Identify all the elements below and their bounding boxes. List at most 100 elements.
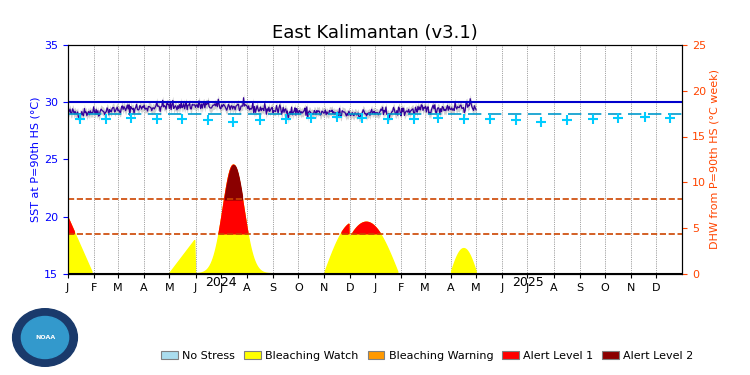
Bar: [104, 273, 106, 279]
Bar: [413, 273, 414, 279]
Bar: [229, 273, 230, 279]
Bar: [457, 273, 458, 279]
Bar: [100, 273, 101, 279]
Bar: [278, 273, 279, 279]
Bar: [156, 273, 157, 279]
Bar: [120, 273, 121, 279]
Bar: [137, 273, 138, 279]
Bar: [592, 273, 593, 279]
Bar: [519, 273, 520, 279]
Bar: [648, 273, 649, 279]
Bar: [313, 273, 314, 279]
Bar: [243, 273, 244, 279]
Bar: [636, 273, 637, 279]
Bar: [439, 273, 440, 279]
Bar: [518, 273, 519, 279]
Bar: [646, 273, 647, 279]
Bar: [488, 273, 489, 279]
Bar: [657, 273, 658, 279]
Bar: [190, 273, 191, 279]
Bar: [144, 273, 145, 279]
Bar: [310, 273, 311, 279]
Bar: [511, 273, 512, 279]
Bar: [83, 273, 84, 279]
Bar: [571, 273, 572, 279]
Bar: [539, 273, 540, 279]
Bar: [242, 273, 243, 279]
Bar: [496, 273, 497, 279]
Bar: [255, 273, 257, 279]
Bar: [555, 273, 556, 279]
Bar: [192, 273, 193, 279]
Bar: [416, 273, 417, 279]
Bar: [248, 273, 249, 279]
Bar: [615, 273, 616, 279]
Bar: [630, 273, 631, 279]
Bar: [453, 273, 454, 279]
Bar: [424, 273, 425, 279]
Bar: [216, 273, 217, 279]
Bar: [408, 273, 409, 279]
Bar: [494, 273, 495, 279]
Bar: [527, 273, 528, 279]
Bar: [622, 273, 623, 279]
Bar: [158, 273, 159, 279]
Bar: [264, 273, 265, 279]
Bar: [435, 273, 436, 279]
Y-axis label: SST at P=90th HS (°C): SST at P=90th HS (°C): [31, 97, 40, 222]
Bar: [357, 273, 358, 279]
Bar: [478, 273, 479, 279]
Bar: [403, 273, 404, 279]
Bar: [361, 273, 362, 279]
Bar: [106, 273, 107, 279]
Bar: [73, 273, 74, 279]
Bar: [93, 273, 94, 279]
Bar: [69, 273, 70, 279]
Bar: [145, 273, 146, 279]
Bar: [135, 273, 136, 279]
Bar: [390, 273, 391, 279]
Bar: [178, 273, 179, 279]
Bar: [176, 273, 177, 279]
Bar: [217, 273, 218, 279]
Bar: [165, 273, 166, 279]
Bar: [287, 273, 288, 279]
Bar: [676, 273, 677, 279]
Bar: [277, 273, 278, 279]
Bar: [632, 273, 633, 279]
Bar: [102, 273, 103, 279]
Bar: [547, 273, 548, 279]
Bar: [540, 273, 541, 279]
Bar: [121, 273, 122, 279]
Bar: [122, 273, 123, 279]
Bar: [627, 273, 628, 279]
Bar: [395, 273, 396, 279]
Bar: [641, 273, 642, 279]
Bar: [579, 273, 580, 279]
Bar: [532, 273, 533, 279]
Bar: [110, 273, 111, 279]
Y-axis label: DHW from P=90th HS (°C week): DHW from P=90th HS (°C week): [710, 69, 719, 249]
Bar: [197, 273, 198, 279]
Bar: [499, 273, 500, 279]
Bar: [182, 273, 183, 279]
Bar: [218, 273, 219, 279]
Bar: [670, 273, 671, 279]
Bar: [359, 273, 360, 279]
Bar: [504, 273, 505, 279]
Bar: [116, 273, 117, 279]
Bar: [92, 273, 93, 279]
Bar: [594, 273, 595, 279]
Bar: [352, 273, 353, 279]
Bar: [202, 273, 203, 279]
Bar: [582, 273, 583, 279]
Bar: [305, 273, 306, 279]
Bar: [449, 273, 450, 279]
Bar: [160, 273, 161, 279]
Bar: [631, 273, 632, 279]
Bar: [477, 273, 478, 279]
Bar: [315, 273, 316, 279]
Bar: [574, 273, 575, 279]
Bar: [159, 273, 160, 279]
Bar: [166, 273, 167, 279]
